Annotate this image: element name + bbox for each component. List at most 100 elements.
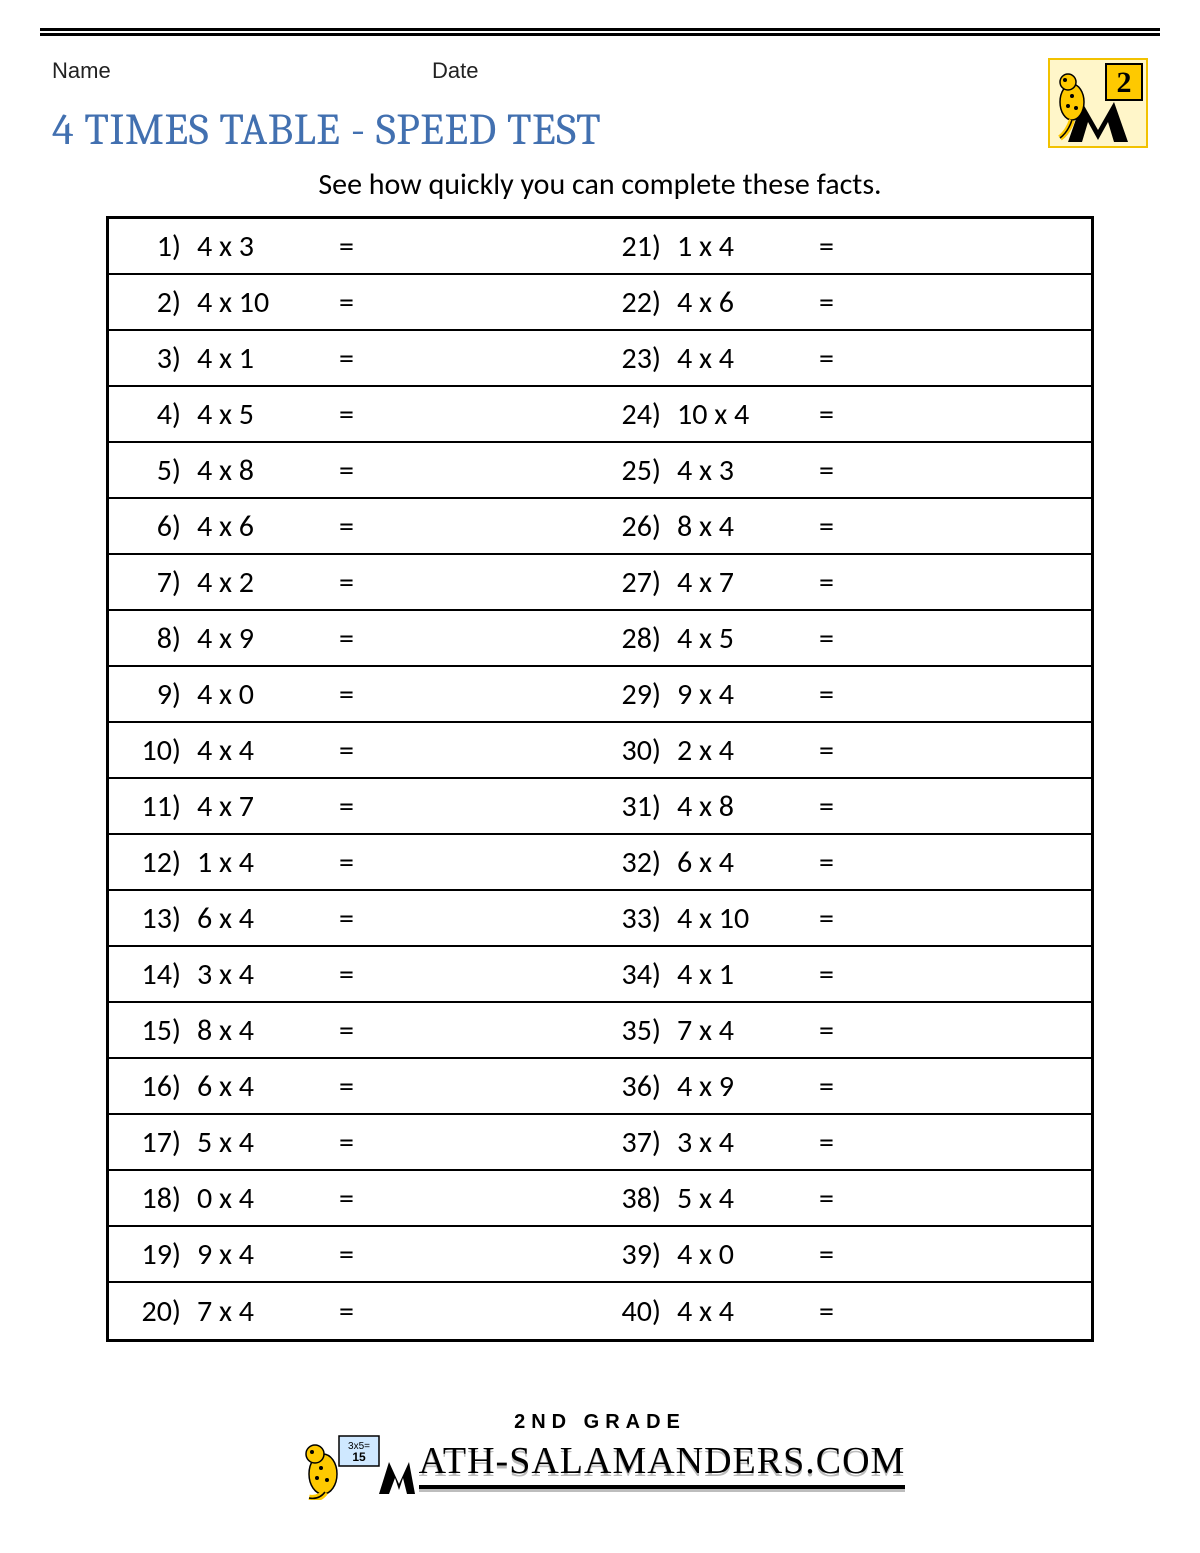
- eq-symbol: =: [819, 891, 859, 945]
- q-expr-right: 4 x 10: [669, 891, 819, 945]
- q-expr-right: 4 x 1: [669, 947, 819, 1001]
- answer-blank-right[interactable]: [859, 1003, 1009, 1057]
- answer-blank-left[interactable]: [379, 443, 529, 497]
- eq-symbol: =: [819, 219, 859, 273]
- answer-blank-left[interactable]: [379, 1171, 529, 1225]
- table-row: 20)7 x 4=40)4 x 4=: [109, 1283, 1091, 1339]
- q-expr-left: 7 x 4: [189, 1283, 339, 1339]
- q-number-right: 25): [589, 443, 669, 497]
- answer-blank-right[interactable]: [859, 835, 1009, 889]
- answer-blank-right[interactable]: [859, 499, 1009, 553]
- answer-blank-right[interactable]: [859, 1227, 1009, 1281]
- eq-symbol: =: [339, 1115, 379, 1169]
- q-expr-right: 2 x 4: [669, 723, 819, 777]
- q-number-left: 15): [109, 1003, 189, 1057]
- table-row: 4)4 x 5=24)10 x 4=: [109, 387, 1091, 443]
- answer-blank-left[interactable]: [379, 1283, 529, 1339]
- q-number-left: 12): [109, 835, 189, 889]
- q-number-right: 39): [589, 1227, 669, 1281]
- answer-blank-left[interactable]: [379, 723, 529, 777]
- column-spacer: [529, 1115, 589, 1169]
- eq-symbol: =: [819, 499, 859, 553]
- column-spacer: [529, 1003, 589, 1057]
- answer-blank-left[interactable]: [379, 555, 529, 609]
- svg-text:15: 15: [352, 1450, 366, 1464]
- q-number-left: 14): [109, 947, 189, 1001]
- q-expr-left: 4 x 3: [189, 219, 339, 273]
- answer-blank-left[interactable]: [379, 779, 529, 833]
- date-label: Date: [432, 58, 478, 84]
- answer-blank-right[interactable]: [859, 331, 1009, 385]
- answer-blank-right[interactable]: [859, 1115, 1009, 1169]
- eq-symbol: =: [339, 219, 379, 273]
- q-number-right: 23): [589, 331, 669, 385]
- answer-blank-right[interactable]: [859, 219, 1009, 273]
- table-row: 3)4 x 1=23)4 x 4=: [109, 331, 1091, 387]
- answer-blank-left[interactable]: [379, 1003, 529, 1057]
- answer-blank-right[interactable]: [859, 443, 1009, 497]
- answer-blank-left[interactable]: [379, 835, 529, 889]
- q-expr-right: 10 x 4: [669, 387, 819, 441]
- answer-blank-right[interactable]: [859, 947, 1009, 1001]
- q-expr-right: 1 x 4: [669, 219, 819, 273]
- q-expr-left: 8 x 4: [189, 1003, 339, 1057]
- q-number-left: 10): [109, 723, 189, 777]
- column-spacer: [529, 779, 589, 833]
- q-expr-left: 4 x 10: [189, 275, 339, 329]
- answer-blank-right[interactable]: [859, 667, 1009, 721]
- eq-symbol: =: [339, 947, 379, 1001]
- q-number-right: 38): [589, 1171, 669, 1225]
- q-expr-right: 4 x 8: [669, 779, 819, 833]
- q-number-left: 5): [109, 443, 189, 497]
- answer-blank-left[interactable]: [379, 891, 529, 945]
- column-spacer: [529, 443, 589, 497]
- answer-blank-left[interactable]: [379, 275, 529, 329]
- q-expr-right: 4 x 9: [669, 1059, 819, 1113]
- answer-blank-left[interactable]: [379, 331, 529, 385]
- grade-logo: 2: [1048, 58, 1148, 148]
- answer-blank-right[interactable]: [859, 1059, 1009, 1113]
- grade-logo-svg: 2: [1050, 60, 1146, 146]
- answer-blank-left[interactable]: [379, 667, 529, 721]
- table-row: 16)6 x 4=36)4 x 9=: [109, 1059, 1091, 1115]
- q-number-left: 11): [109, 779, 189, 833]
- answer-blank-left[interactable]: [379, 947, 529, 1001]
- answer-blank-right[interactable]: [859, 275, 1009, 329]
- eq-symbol: =: [819, 1227, 859, 1281]
- footer: 2nd Grade 3x5= 15 ath-salamanders.com: [0, 1411, 1200, 1505]
- answer-blank-left[interactable]: [379, 219, 529, 273]
- grade-number: 2: [1117, 66, 1132, 99]
- q-number-right: 22): [589, 275, 669, 329]
- answer-blank-right[interactable]: [859, 611, 1009, 665]
- column-spacer: [529, 611, 589, 665]
- column-spacer: [529, 667, 589, 721]
- answer-blank-right[interactable]: [859, 387, 1009, 441]
- q-expr-left: 4 x 2: [189, 555, 339, 609]
- answer-blank-left[interactable]: [379, 499, 529, 553]
- footer-grade: 2nd Grade: [0, 1411, 1200, 1434]
- q-expr-right: 5 x 4: [669, 1171, 819, 1225]
- answer-blank-left[interactable]: [379, 387, 529, 441]
- answer-blank-right[interactable]: [859, 555, 1009, 609]
- q-expr-left: 1 x 4: [189, 835, 339, 889]
- q-number-left: 7): [109, 555, 189, 609]
- answer-blank-left[interactable]: [379, 611, 529, 665]
- answer-blank-right[interactable]: [859, 723, 1009, 777]
- table-row: 18)0 x 4=38)5 x 4=: [109, 1171, 1091, 1227]
- table-row: 10)4 x 4=30)2 x 4=: [109, 723, 1091, 779]
- column-spacer: [529, 331, 589, 385]
- answer-blank-left[interactable]: [379, 1227, 529, 1281]
- column-spacer: [529, 1283, 589, 1339]
- column-spacer: [529, 387, 589, 441]
- q-number-left: 17): [109, 1115, 189, 1169]
- q-expr-left: 5 x 4: [189, 1115, 339, 1169]
- answer-blank-right[interactable]: [859, 779, 1009, 833]
- eq-symbol: =: [339, 667, 379, 721]
- answer-blank-right[interactable]: [859, 891, 1009, 945]
- column-spacer: [529, 1227, 589, 1281]
- answer-blank-right[interactable]: [859, 1283, 1009, 1339]
- answer-blank-left[interactable]: [379, 1115, 529, 1169]
- q-expr-right: 3 x 4: [669, 1115, 819, 1169]
- answer-blank-left[interactable]: [379, 1059, 529, 1113]
- answer-blank-right[interactable]: [859, 1171, 1009, 1225]
